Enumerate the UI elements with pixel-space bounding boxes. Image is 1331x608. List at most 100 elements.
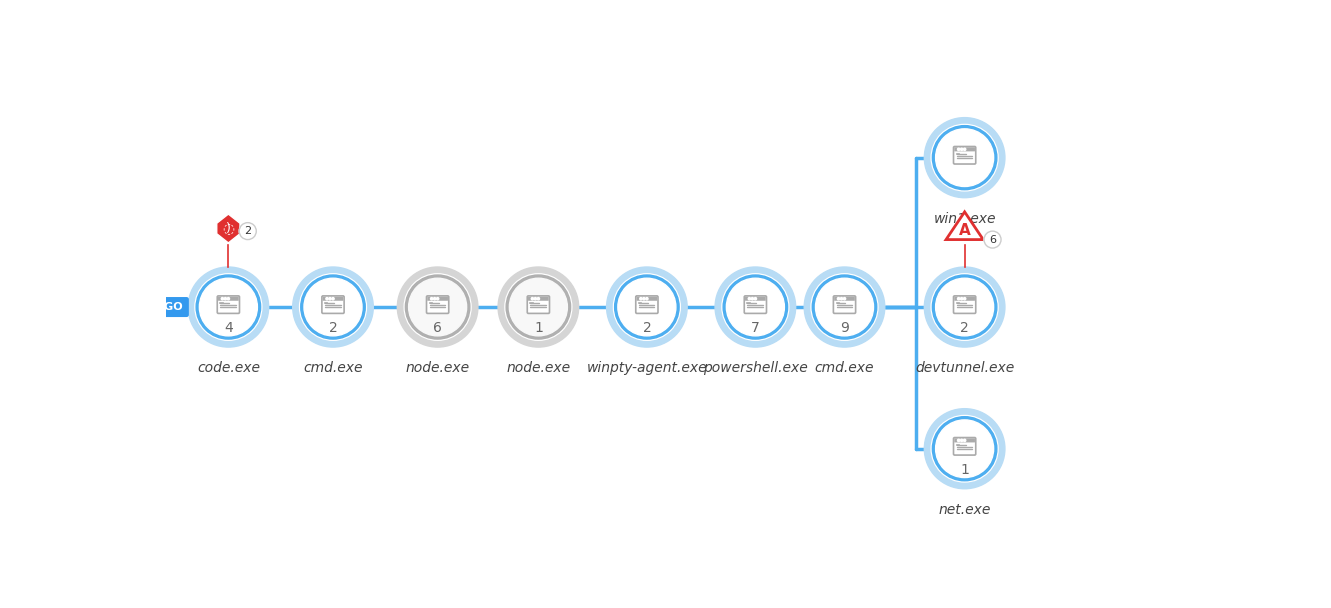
Circle shape: [409, 278, 467, 336]
Circle shape: [961, 439, 962, 441]
Circle shape: [723, 275, 788, 339]
Circle shape: [221, 297, 224, 300]
Circle shape: [984, 231, 1001, 248]
Circle shape: [837, 297, 840, 300]
Circle shape: [715, 267, 796, 347]
Text: ): ): [226, 222, 230, 235]
Circle shape: [924, 117, 1005, 198]
Circle shape: [932, 125, 998, 191]
Text: winpty-agent.exe: winpty-agent.exe: [587, 361, 707, 375]
FancyBboxPatch shape: [217, 296, 240, 313]
Circle shape: [196, 275, 261, 339]
FancyBboxPatch shape: [954, 297, 976, 301]
Text: code.exe: code.exe: [197, 361, 260, 375]
Text: 7: 7: [751, 321, 760, 335]
Text: net.exe: net.exe: [938, 503, 990, 517]
Circle shape: [961, 148, 962, 150]
Circle shape: [534, 297, 536, 300]
Text: 1: 1: [960, 463, 969, 477]
Circle shape: [398, 267, 478, 347]
Circle shape: [844, 297, 845, 300]
Circle shape: [816, 278, 873, 336]
Circle shape: [188, 267, 269, 347]
Circle shape: [924, 409, 1005, 489]
Circle shape: [812, 275, 877, 339]
Circle shape: [405, 274, 471, 340]
Circle shape: [840, 297, 843, 300]
FancyBboxPatch shape: [427, 297, 449, 301]
Circle shape: [643, 297, 646, 300]
Circle shape: [932, 274, 998, 340]
Circle shape: [933, 416, 997, 481]
Circle shape: [936, 129, 994, 187]
Text: 1: 1: [534, 321, 543, 335]
Text: node.exe: node.exe: [406, 361, 470, 375]
Circle shape: [964, 148, 966, 150]
FancyBboxPatch shape: [322, 296, 345, 313]
Text: ◌: ◌: [222, 221, 234, 235]
FancyBboxPatch shape: [322, 297, 343, 301]
FancyBboxPatch shape: [636, 297, 658, 301]
Circle shape: [924, 267, 1005, 347]
Circle shape: [607, 267, 687, 347]
FancyBboxPatch shape: [954, 438, 976, 443]
Circle shape: [957, 148, 960, 150]
Circle shape: [303, 278, 362, 336]
Circle shape: [531, 297, 534, 300]
Circle shape: [430, 297, 433, 300]
Circle shape: [228, 297, 229, 300]
FancyBboxPatch shape: [953, 147, 976, 164]
Circle shape: [933, 126, 997, 190]
Text: 2: 2: [244, 226, 252, 236]
Text: CGO: CGO: [157, 302, 184, 312]
Circle shape: [957, 297, 960, 300]
Text: 2: 2: [643, 321, 651, 335]
Circle shape: [200, 278, 257, 336]
Circle shape: [755, 297, 756, 300]
FancyBboxPatch shape: [527, 296, 550, 313]
Text: A: A: [958, 223, 970, 238]
Circle shape: [434, 297, 435, 300]
Text: node.exe: node.exe: [506, 361, 571, 375]
Circle shape: [646, 297, 648, 300]
Text: cmd.exe: cmd.exe: [303, 361, 363, 375]
FancyBboxPatch shape: [528, 297, 548, 301]
FancyBboxPatch shape: [426, 296, 449, 313]
Circle shape: [964, 297, 966, 300]
FancyBboxPatch shape: [745, 297, 765, 301]
Circle shape: [640, 297, 642, 300]
Text: 9: 9: [840, 321, 849, 335]
Circle shape: [933, 275, 997, 339]
Circle shape: [811, 274, 878, 340]
Circle shape: [506, 275, 571, 339]
Circle shape: [936, 278, 994, 336]
Circle shape: [961, 297, 962, 300]
Circle shape: [301, 275, 365, 339]
Text: 6: 6: [433, 321, 442, 335]
Circle shape: [224, 297, 226, 300]
Text: powershell.exe: powershell.exe: [703, 361, 808, 375]
FancyBboxPatch shape: [636, 296, 658, 313]
FancyBboxPatch shape: [954, 147, 976, 151]
Circle shape: [615, 275, 679, 339]
Circle shape: [293, 267, 373, 347]
Circle shape: [614, 274, 680, 340]
FancyBboxPatch shape: [152, 297, 189, 317]
Circle shape: [804, 267, 885, 347]
Text: 4: 4: [224, 321, 233, 335]
Text: 2: 2: [329, 321, 337, 335]
FancyBboxPatch shape: [953, 296, 976, 313]
Circle shape: [406, 275, 470, 339]
Circle shape: [964, 439, 966, 441]
Circle shape: [618, 278, 676, 336]
Circle shape: [299, 274, 366, 340]
Circle shape: [498, 267, 579, 347]
Circle shape: [538, 297, 539, 300]
Circle shape: [932, 415, 998, 482]
Circle shape: [194, 274, 262, 340]
FancyBboxPatch shape: [833, 296, 856, 313]
Circle shape: [504, 274, 572, 340]
Text: devtunnel.exe: devtunnel.exe: [914, 361, 1014, 375]
Circle shape: [510, 278, 567, 336]
Circle shape: [329, 297, 331, 300]
